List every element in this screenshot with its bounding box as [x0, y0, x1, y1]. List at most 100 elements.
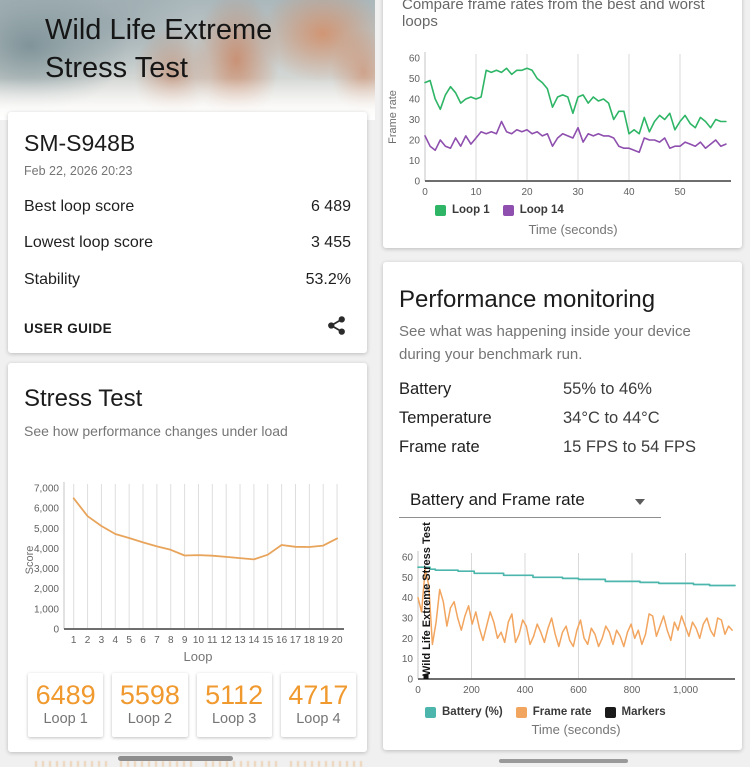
svg-text:7,000: 7,000 — [34, 484, 59, 495]
svg-text:40: 40 — [402, 593, 414, 604]
loop1-label: Loop 1 — [43, 711, 88, 727]
svg-text:30: 30 — [572, 187, 584, 198]
svg-text:50: 50 — [674, 187, 686, 198]
marker-annotation-label: Wild Life Extreme Stress Test — [421, 522, 433, 676]
loop1-swatch — [435, 204, 446, 216]
frame-rate-compare-chart: 0 10 20 30 40 50 0 10 20 30 40 50 60 — [409, 52, 731, 198]
loop2-label: Loop 2 — [127, 711, 173, 727]
compare-chart-legend: Loop 1 Loop 14 — [435, 204, 564, 216]
legend-loop1-label: Loop 1 — [452, 204, 490, 216]
cutoff-next-row-fragment — [205, 761, 277, 767]
lowest-loop-score-row: Lowest loop score 3 455 — [24, 234, 351, 252]
share-icon[interactable] — [326, 315, 347, 336]
loop-axis-label: Loop — [183, 649, 213, 664]
perf-title: Performance monitoring — [399, 286, 656, 313]
svg-text:10: 10 — [193, 635, 205, 646]
loop4-score: 4717 — [288, 680, 349, 710]
compare-time-axis-label: Time (seconds) — [528, 222, 618, 237]
svg-text:10: 10 — [470, 187, 482, 198]
performance-monitoring-card: Performance monitoring See what was happ… — [383, 262, 742, 750]
legend-battery: Battery (%) — [425, 706, 503, 718]
legend-battery-label: Battery (%) — [442, 706, 503, 718]
frame-rate-axis-label: Frame rate — [387, 90, 399, 144]
left-horizontal-scrollbar[interactable] — [118, 756, 233, 761]
svg-text:4: 4 — [113, 635, 119, 646]
svg-text:10: 10 — [409, 156, 421, 167]
best-loop-score-label: Best loop score — [24, 198, 135, 215]
battery-swatch — [425, 706, 436, 718]
stability-value: 53.2% — [305, 271, 351, 288]
svg-text:13: 13 — [234, 635, 246, 646]
svg-text:0: 0 — [422, 187, 428, 198]
temperature-value: 34°C to 44°C — [563, 409, 660, 427]
svg-text:60: 60 — [402, 553, 414, 564]
metric-select-value: Battery and Frame rate — [410, 490, 585, 509]
svg-text:20: 20 — [402, 634, 414, 645]
compare-caption: Compare frame rates from the best and wo… — [402, 0, 705, 30]
svg-text:5,000: 5,000 — [34, 524, 59, 535]
loop2-score: 5598 — [119, 680, 180, 710]
score-loop-chart: 1 2 3 4 5 6 7 8 9 10 11 12 13 14 15 16 17 18 19 2001,0002,0… — [34, 482, 344, 646]
user-guide-button[interactable]: USER GUIDE — [24, 321, 113, 336]
loop4-label: Loop 4 — [296, 711, 341, 727]
legend-loop1: Loop 1 — [435, 204, 490, 216]
svg-text:1,000: 1,000 — [673, 685, 698, 696]
benchmark-title-line2: Stress Test — [45, 52, 188, 84]
svg-text:6: 6 — [140, 635, 146, 646]
result-summary-card: SM-S948B Feb 22, 2026 20:23 Best loop sc… — [8, 112, 367, 353]
frame-rate-label: Frame rate — [399, 438, 480, 456]
svg-text:50: 50 — [409, 74, 421, 85]
legend-markers: Markers — [604, 706, 666, 718]
svg-text:5: 5 — [126, 635, 132, 646]
stress-test-subtitle: See how performance changes under load — [24, 423, 288, 439]
stress-test-title: Stress Test — [24, 385, 143, 412]
svg-text:0: 0 — [53, 625, 59, 636]
benchmark-title-line1: Wild Life Extreme — [45, 14, 273, 46]
frame-rate-swatch — [515, 706, 527, 718]
perf-chart-legend: Battery (%) Frame rate Markers — [425, 706, 666, 718]
svg-text:3,000: 3,000 — [34, 564, 59, 575]
markers-swatch — [604, 706, 616, 718]
svg-text:0: 0 — [414, 177, 420, 188]
perf-subtitle: See what was happening inside your devic… — [399, 323, 691, 363]
svg-text:2,000: 2,000 — [34, 584, 59, 595]
svg-text:0: 0 — [407, 675, 413, 686]
temperature-label: Temperature — [399, 409, 492, 427]
metric-select-dropdown[interactable]: Battery and Frame rate — [399, 484, 661, 518]
svg-text:19: 19 — [318, 635, 330, 646]
lowest-loop-score-label: Lowest loop score — [24, 234, 153, 251]
svg-text:11: 11 — [207, 635, 218, 646]
benchmark-title: Wild Life Extreme Stress Test — [45, 11, 272, 87]
battery-value: 55% to 46% — [563, 380, 652, 398]
loop3-score-box: 5112 Loop 3 — [196, 673, 272, 737]
loop4-score-box: 4717 Loop 4 — [280, 673, 356, 737]
battery-label: Battery — [399, 380, 452, 398]
svg-text:2: 2 — [85, 635, 91, 646]
svg-text:200: 200 — [463, 685, 480, 696]
compare-loops-card: Compare frame rates from the best and wo… — [383, 0, 742, 248]
svg-text:12: 12 — [221, 635, 233, 646]
svg-text:3: 3 — [99, 635, 105, 646]
cutoff-next-row-fragment — [290, 761, 362, 767]
svg-text:60: 60 — [409, 54, 421, 65]
svg-text:20: 20 — [332, 635, 344, 646]
svg-text:30: 30 — [402, 614, 414, 625]
svg-text:1,000: 1,000 — [34, 604, 59, 615]
svg-text:15: 15 — [262, 635, 274, 646]
svg-text:40: 40 — [409, 95, 421, 106]
stability-label: Stability — [24, 271, 81, 288]
loop1-score: 6489 — [35, 680, 96, 710]
legend-frame-rate-label: Frame rate — [532, 706, 592, 718]
best-loop-score-row: Best loop score 6 489 — [24, 198, 351, 216]
loop3-score: 5112 — [205, 680, 264, 710]
perf-time-axis-label: Time (seconds) — [531, 722, 621, 737]
right-horizontal-scrollbar[interactable] — [499, 759, 628, 763]
legend-loop14: Loop 14 — [502, 204, 564, 216]
best-loop-score-value: 6 489 — [310, 198, 351, 215]
svg-text:18: 18 — [304, 635, 316, 646]
svg-text:6,000: 6,000 — [34, 504, 59, 515]
loop1-score-box: 6489 Loop 1 — [28, 673, 104, 737]
run-timestamp: Feb 22, 2026 20:23 — [24, 164, 133, 178]
svg-text:14: 14 — [248, 635, 260, 646]
device-name: SM-S948B — [24, 130, 136, 156]
